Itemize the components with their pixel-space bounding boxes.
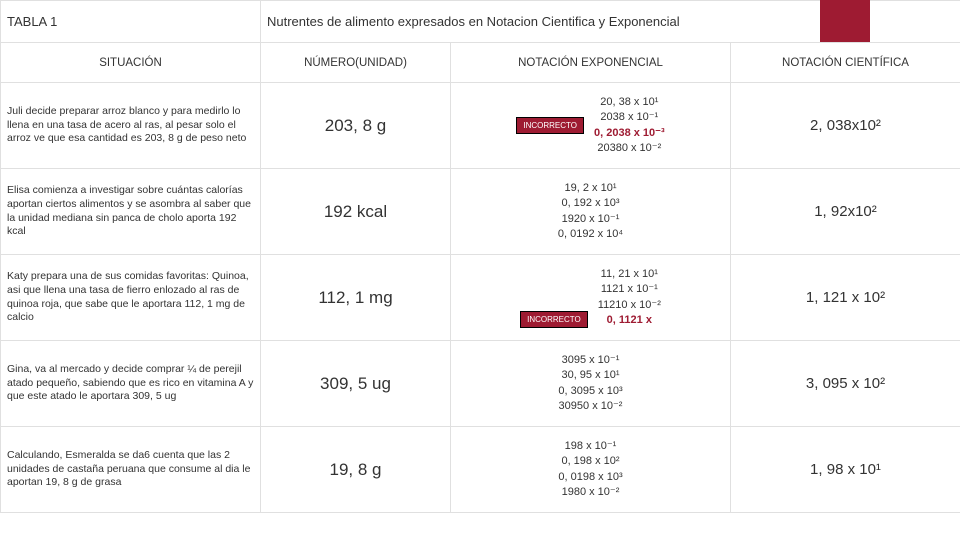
cell-situation: Juli decide preparar arroz blanco y para…	[1, 83, 261, 169]
table-row: Juli decide preparar arroz blanco y para…	[1, 83, 960, 169]
cell-numero: 19, 8 g	[261, 427, 451, 513]
cell-situation: Calculando, Esmeralda se da6 cuenta que …	[1, 427, 261, 513]
cell-numero: 203, 8 g	[261, 83, 451, 169]
col-numero: NÚMERO(UNIDAD)	[261, 43, 451, 83]
cell-cientifica: 3, 095 x 10²	[731, 341, 960, 427]
col-cientifica: NOTACIÓN CIENTÍFICA	[731, 43, 960, 83]
cell-exponencial: 3095 x 10⁻¹30, 95 x 10¹0, 3095 x 10³3095…	[451, 341, 731, 427]
col-exponencial: NOTACIÓN EXPONENCIAL	[451, 43, 731, 83]
cell-situation: Gina, va al mercado y decide comprar ¼ d…	[1, 341, 261, 427]
accent-bar	[820, 0, 870, 42]
cell-exponencial: 19, 2 x 10¹0, 192 x 10³1920 x 10⁻¹0, 019…	[451, 169, 731, 255]
table-row: Gina, va al mercado y decide comprar ¼ d…	[1, 341, 960, 427]
cell-numero: 192 kcal	[261, 169, 451, 255]
cell-situation: Katy prepara una de sus comidas favorita…	[1, 255, 261, 341]
cell-cientifica: 1, 92x10²	[731, 169, 960, 255]
cell-numero: 112, 1 mg	[261, 255, 451, 341]
table-label: TABLA 1	[1, 1, 261, 43]
incorrect-badge: INCORRECTO	[520, 311, 588, 328]
incorrect-badge: INCORRECTO	[516, 117, 584, 134]
cell-cientifica: 1, 121 x 10²	[731, 255, 960, 341]
cell-cientifica: 2, 038x10²	[731, 83, 960, 169]
cell-numero: 309, 5 ug	[261, 341, 451, 427]
cell-exponencial: INCORRECTO11, 21 x 10¹1121 x 10⁻¹11210 x…	[451, 255, 731, 341]
nutrients-table: TABLA 1 Nutrentes de alimento expresados…	[0, 0, 960, 513]
cell-exponencial: INCORRECTO20, 38 x 10¹2038 x 10⁻¹0, 2038…	[451, 83, 731, 169]
cell-cientifica: 1, 98 x 10¹	[731, 427, 960, 513]
table-row: Elisa comienza a investigar sobre cuánta…	[1, 169, 960, 255]
col-situation: SITUACIÓN	[1, 43, 261, 83]
table-row: Calculando, Esmeralda se da6 cuenta que …	[1, 427, 960, 513]
cell-situation: Elisa comienza a investigar sobre cuánta…	[1, 169, 261, 255]
table-row: Katy prepara una de sus comidas favorita…	[1, 255, 960, 341]
table-header-row: SITUACIÓN NÚMERO(UNIDAD) NOTACIÓN EXPONE…	[1, 43, 960, 83]
cell-exponencial: 198 x 10⁻¹0, 198 x 10²0, 0198 x 10³1980 …	[451, 427, 731, 513]
table-title-row: TABLA 1 Nutrentes de alimento expresados…	[1, 1, 960, 43]
